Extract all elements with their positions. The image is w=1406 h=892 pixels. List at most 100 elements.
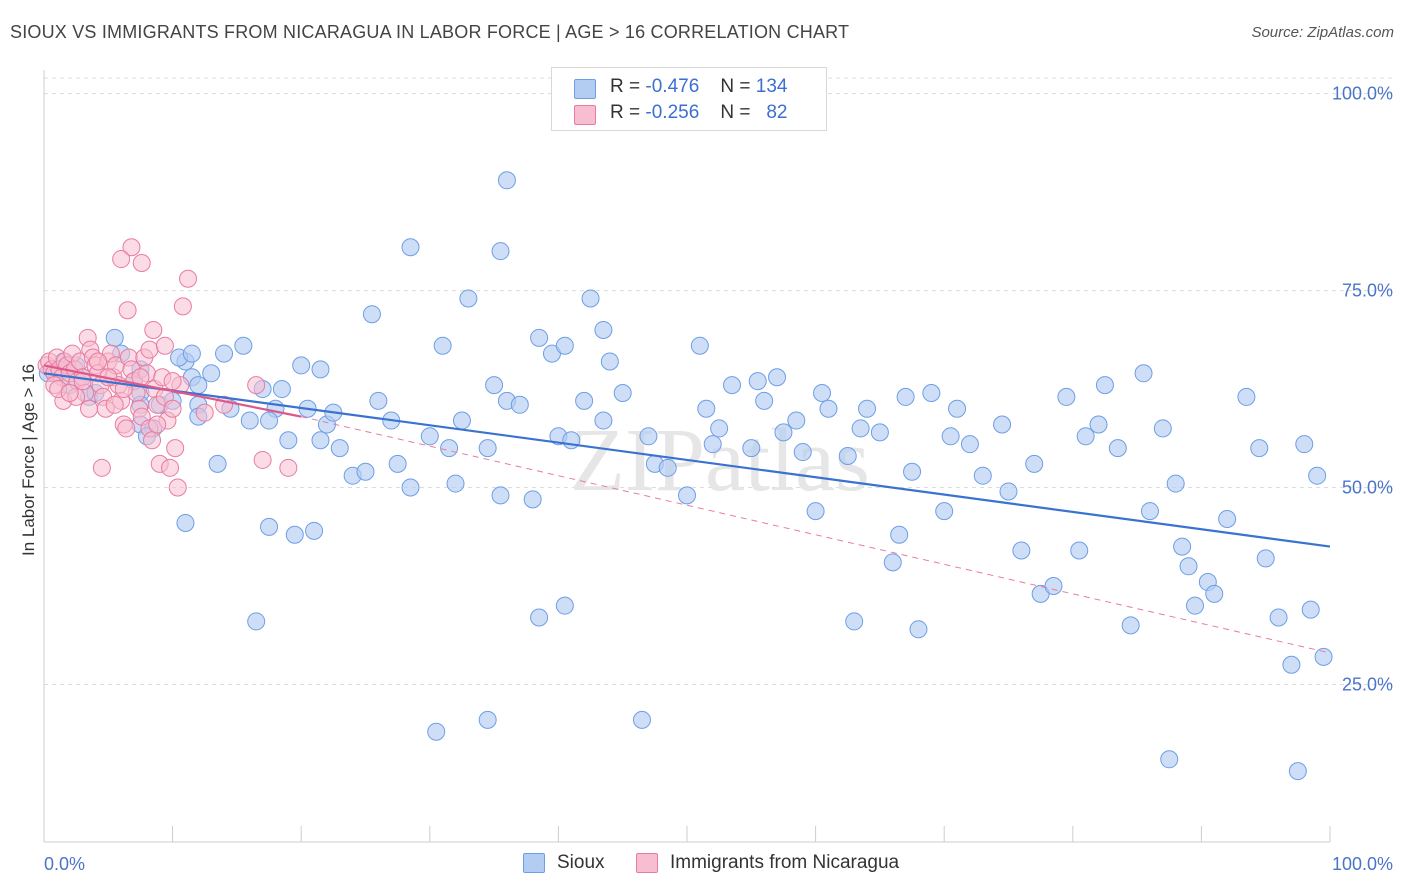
sioux-point: [890, 525, 909, 544]
nicaragua-point: [89, 352, 108, 371]
sioux-point: [369, 391, 388, 410]
sioux-point: [845, 612, 864, 631]
sioux-point: [1025, 454, 1044, 473]
nicaragua-point: [155, 336, 174, 355]
sioux-point: [793, 443, 812, 462]
legend-label: Sioux: [557, 852, 605, 873]
sioux-point: [1205, 584, 1224, 603]
x-tick-labels: 0.0% 100.0%: [44, 854, 1393, 874]
sioux-point: [768, 368, 787, 387]
sioux-point: [1160, 750, 1179, 769]
sioux-point: [1153, 419, 1172, 438]
sioux-point: [176, 513, 195, 532]
sioux-point: [247, 612, 266, 631]
sioux-point: [1095, 376, 1114, 395]
sioux-point: [787, 411, 806, 430]
sioux-point: [1166, 474, 1185, 493]
sioux-point: [851, 419, 870, 438]
sioux-point: [491, 242, 510, 261]
sioux-point: [1121, 616, 1140, 635]
nicaragua-point: [118, 301, 137, 320]
sioux-point: [401, 478, 420, 497]
trend-lines: [43, 364, 1331, 654]
sioux-point: [1185, 596, 1204, 615]
sioux-point: [311, 360, 330, 379]
sioux-point: [542, 344, 561, 363]
nicaragua-point: [132, 254, 151, 272]
sioux-point: [1301, 600, 1320, 619]
nicaragua-point: [144, 320, 163, 339]
n-label: N =: [720, 76, 751, 97]
y-axis-label: In Labor Force | Age > 16: [19, 364, 38, 556]
sioux-point: [1256, 549, 1275, 568]
sioux-point: [1140, 502, 1159, 521]
sioux-point: [710, 419, 729, 438]
sioux-point: [1269, 608, 1288, 627]
sioux-point: [613, 383, 632, 402]
sioux-point: [806, 502, 825, 521]
sioux-point: [240, 411, 259, 430]
sioux-point: [581, 289, 600, 308]
sioux-point: [1308, 466, 1327, 485]
sioux-point: [356, 462, 375, 481]
nicaragua-point: [279, 458, 298, 477]
sioux-point: [1250, 439, 1269, 458]
sioux-point: [1012, 541, 1031, 560]
sioux-point: [260, 517, 279, 536]
sioux-point: [883, 553, 902, 572]
sioux-point: [575, 391, 594, 410]
sioux-point: [1218, 510, 1237, 529]
sioux-point: [819, 399, 838, 418]
sioux-point: [690, 336, 709, 355]
nicaragua-point: [112, 250, 131, 269]
sioux-point: [478, 710, 497, 729]
r-value: -0.256: [645, 102, 700, 123]
sioux-swatch: [574, 79, 596, 99]
stats-text: R = -0.476 N = 134: [610, 76, 787, 98]
sioux-point: [1108, 439, 1127, 458]
sioux-point: [594, 320, 613, 339]
source-label: Source: ZipAtlas.com: [1251, 24, 1394, 41]
nicaragua-point: [163, 372, 182, 391]
nicaragua-point: [179, 269, 198, 288]
sioux-point: [485, 376, 504, 395]
nicaragua-legend-swatch: [636, 853, 658, 873]
stats-legend: R = -0.476 N = 134 R = -0.256 N = 82: [551, 67, 827, 131]
sioux-point: [639, 427, 658, 446]
sioux-point: [427, 722, 446, 741]
grid-lines: [44, 77, 1392, 685]
y-tick-label: 100.0%: [1332, 84, 1393, 104]
n-label: N =: [720, 102, 751, 123]
sioux-point: [999, 482, 1018, 501]
sioux-point: [1237, 387, 1256, 406]
sioux-point: [903, 462, 922, 481]
sioux-point: [292, 356, 311, 375]
r-value: -0.476: [645, 76, 700, 97]
sioux-point: [1089, 415, 1108, 434]
sioux-point: [202, 364, 221, 383]
sioux-point: [279, 431, 298, 450]
sioux-point: [1282, 655, 1301, 674]
nicaragua-point: [247, 376, 266, 395]
sioux-point: [896, 387, 915, 406]
sioux-legend-swatch: [523, 853, 545, 873]
sioux-point: [530, 608, 549, 627]
nicaragua-point: [117, 419, 136, 438]
nicaragua-point: [122, 238, 141, 257]
sioux-point: [555, 336, 574, 355]
nicaragua-swatch: [574, 105, 596, 125]
sioux-point: [433, 336, 452, 355]
sioux-point: [305, 521, 324, 540]
sioux-point: [632, 710, 651, 729]
sioux-point: [748, 372, 767, 391]
sioux-point: [510, 395, 529, 414]
nicaragua-point: [253, 450, 272, 469]
nicaragua-point: [140, 340, 159, 359]
nicaragua-point: [168, 478, 187, 497]
sioux-point: [555, 596, 574, 615]
nicaragua-point: [195, 403, 214, 422]
sioux-point: [723, 376, 742, 395]
y-tick-labels: 25.0% 50.0% 75.0% 100.0%: [1332, 84, 1393, 695]
x-tick-label: 0.0%: [44, 854, 85, 874]
